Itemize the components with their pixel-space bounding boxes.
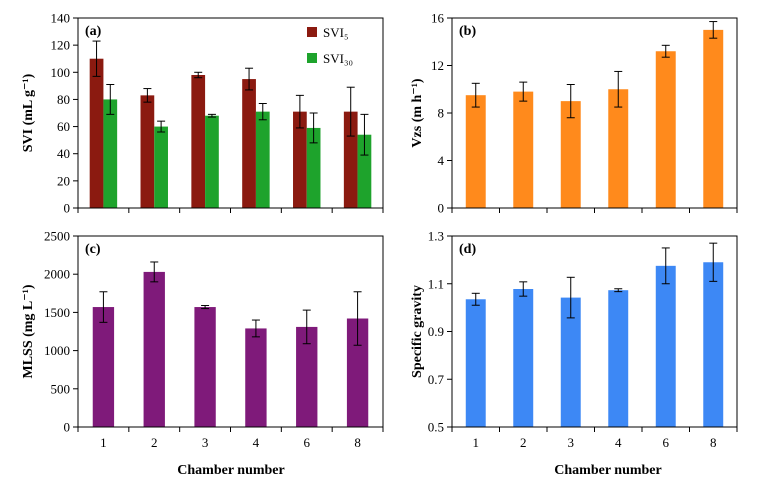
panel-label: (a) (85, 24, 102, 39)
bar (143, 271, 165, 427)
bar (655, 265, 676, 427)
bar (293, 111, 307, 208)
y-tick-label: 1500 (44, 305, 70, 320)
x-tick-label: 1 (473, 435, 480, 450)
y-tick-label: 60 (57, 119, 70, 134)
x-tick-label: 3 (568, 435, 575, 450)
panel-a: 0 20 40 60 80 100 120 140 SVI (mL g⁻¹) (a) SVI₅ SVI… (21, 11, 384, 216)
y-tick-label: 4 (438, 153, 445, 168)
panel-label: (d) (459, 242, 476, 257)
y-tick-label: 2500 (44, 229, 70, 244)
bar (245, 328, 267, 427)
y-axis-title: MLSS (mg L⁻¹) (21, 284, 36, 378)
y-tick-label: 0 (64, 420, 71, 435)
x-tick-label: 8 (710, 435, 717, 450)
y-tick-label: 16 (431, 11, 445, 26)
y-tick-label: 0 (438, 201, 445, 216)
bar (346, 318, 369, 427)
legend-swatch (307, 53, 317, 63)
y-tick-label: 80 (57, 92, 70, 107)
x-tick-label: 3 (202, 435, 209, 450)
y-tick-label: 0 (64, 201, 71, 216)
y-tick-label: 1000 (44, 343, 70, 358)
y-tick-label: 0.9 (428, 324, 444, 339)
y-tick-label: 40 (57, 146, 70, 161)
bar (513, 289, 534, 427)
y-tick-label: 1.3 (428, 229, 444, 244)
x-tick-label: 1 (100, 435, 107, 450)
bar (89, 58, 104, 209)
bar (92, 307, 115, 427)
y-tick-label: 12 (431, 58, 444, 73)
bar (465, 299, 486, 427)
y-tick-label: 1.1 (428, 276, 444, 291)
x-axis-title-left: Chamber number (177, 463, 284, 478)
panel-label: (c) (85, 242, 101, 257)
y-tick-label: 500 (51, 381, 71, 396)
legend-label: SVI₅ (323, 25, 348, 40)
x-tick-label: 4 (253, 435, 260, 450)
x-tick-label: 6 (663, 435, 670, 450)
bar (655, 51, 676, 208)
panel-label: (b) (459, 24, 476, 39)
bar (703, 29, 724, 209)
bar (560, 101, 581, 209)
y-tick-label: 0.7 (428, 372, 445, 387)
y-tick-label: 100 (51, 65, 71, 80)
x-tick-label: 2 (151, 435, 158, 450)
bar (357, 134, 372, 208)
bar (140, 95, 155, 208)
bar (154, 126, 168, 208)
bar (205, 115, 219, 208)
y-axis-title: SVI (mL g⁻¹) (21, 73, 36, 152)
bar (242, 79, 256, 208)
plot-frame (77, 17, 384, 209)
bar (255, 111, 270, 208)
y-tick-label: 8 (438, 106, 445, 121)
bar (513, 91, 534, 208)
x-tick-label: 2 (520, 435, 527, 450)
bar (703, 262, 724, 427)
panel-b: 0 4 8 12 16 Vzs (m h⁻¹) (b) (410, 11, 738, 216)
bar (560, 297, 581, 427)
bar (608, 290, 629, 427)
bar (191, 75, 206, 208)
y-tick-label: 120 (51, 38, 71, 53)
panel-d: 0.5 0.7 0.9 1.1 1.3 1 2 3 4 6 8 Specific gravity (d) (410, 229, 738, 450)
y-tick-label: 2000 (44, 267, 70, 282)
bar (608, 89, 629, 208)
x-tick-label: 4 (615, 435, 622, 450)
plot-frame (451, 17, 738, 209)
y-axis-title: Vzs (m h⁻¹) (410, 78, 425, 147)
panel-c: 0 500 1000 1500 2000 2500 1 2 3 4 6 8 MLSS (mg L⁻¹) (… (21, 229, 384, 450)
plot-frame (451, 235, 738, 428)
bar (306, 127, 321, 208)
x-tick-label: 8 (354, 435, 361, 450)
y-tick-label: 0.5 (428, 420, 444, 435)
y-tick-label: 140 (51, 11, 71, 26)
y-axis-title: Specific gravity (410, 285, 425, 378)
x-tick-label: 6 (304, 435, 311, 450)
legend-label: SVI₃₀ (323, 51, 353, 66)
x-axis-title-right: Chamber number (554, 463, 661, 478)
bar (103, 99, 118, 208)
bar (194, 307, 216, 427)
plot-frame (77, 235, 384, 428)
bar (465, 95, 486, 208)
bar (296, 326, 318, 427)
legend-swatch (307, 27, 317, 37)
y-tick-label: 20 (57, 173, 70, 188)
